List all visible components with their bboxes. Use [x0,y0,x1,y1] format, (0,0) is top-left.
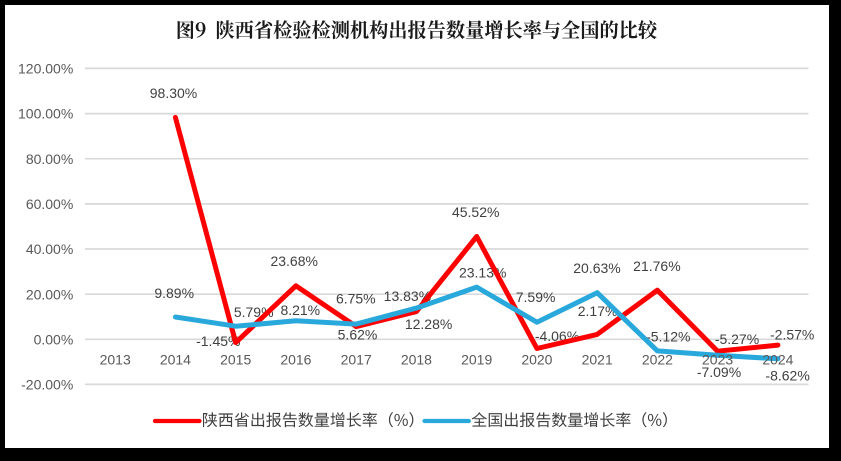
svg-text:2.17%: 2.17% [578,303,618,319]
svg-text:8.21%: 8.21% [280,302,320,318]
svg-text:60.00%: 60.00% [26,196,73,212]
svg-text:12.28%: 12.28% [405,316,452,332]
svg-text:2018: 2018 [401,352,432,368]
svg-text:-5.12%: -5.12% [646,328,690,344]
svg-text:23.68%: 23.68% [270,253,317,269]
svg-text:100.00%: 100.00% [18,106,73,122]
svg-text:2013: 2013 [100,352,131,368]
svg-text:2015: 2015 [220,352,251,368]
svg-text:98.30%: 98.30% [150,85,197,101]
svg-text:2022: 2022 [642,352,673,368]
svg-text:120.00%: 120.00% [18,61,73,77]
svg-text:13.83%: 13.83% [384,288,431,304]
svg-text:20.00%: 20.00% [26,286,73,302]
svg-text:5.62%: 5.62% [338,326,378,342]
svg-text:2019: 2019 [461,352,492,368]
svg-text:2016: 2016 [280,352,311,368]
svg-text:-5.27%: -5.27% [715,331,759,347]
svg-text:7.59%: 7.59% [516,289,556,305]
svg-text:40.00%: 40.00% [26,241,73,257]
svg-text:80.00%: 80.00% [26,151,73,167]
svg-text:-7.09%: -7.09% [697,364,741,380]
svg-text:-8.62%: -8.62% [765,368,809,384]
svg-text:2020: 2020 [521,352,552,368]
svg-text:-20.00%: -20.00% [21,377,73,393]
svg-text:2017: 2017 [341,352,372,368]
svg-text:-1.45%: -1.45% [196,333,240,349]
svg-text:6.75%: 6.75% [336,290,376,306]
svg-text:2021: 2021 [582,352,613,368]
svg-text:2023: 2023 [702,352,733,368]
svg-text:0.00%: 0.00% [34,331,74,347]
svg-text:9.89%: 9.89% [154,285,194,301]
svg-text:-2.57%: -2.57% [770,326,814,342]
svg-text:2014: 2014 [160,352,191,368]
svg-text:45.52%: 45.52% [452,204,499,220]
svg-text:2024: 2024 [762,352,793,368]
svg-text:20.63%: 20.63% [573,260,620,276]
svg-text:21.76%: 21.76% [633,258,680,274]
